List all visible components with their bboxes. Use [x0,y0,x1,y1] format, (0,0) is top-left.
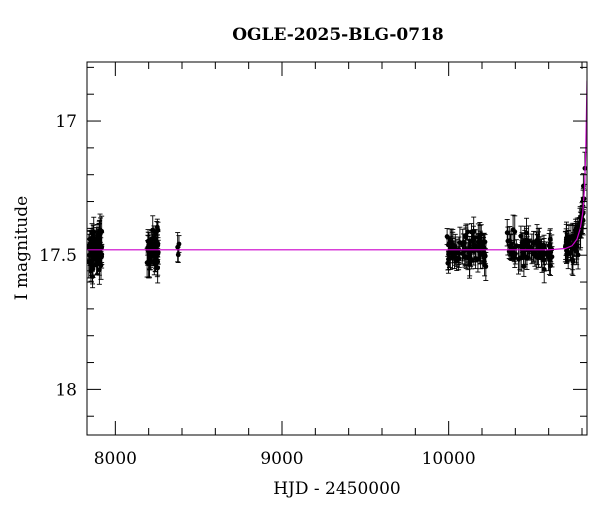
data-point [507,234,513,257]
x-tick-label: 8000 [94,449,137,469]
model-curve [87,80,587,251]
data-point [151,225,157,251]
data-point [541,234,547,256]
data-point [446,236,452,252]
y-tick-label: 17 [55,112,77,132]
data-point [518,225,524,247]
data-point [463,225,469,249]
data-point [154,241,160,267]
x-tick-label: 10000 [422,449,476,469]
y-tick-label: 18 [55,380,77,400]
data-point [473,229,479,263]
plot-frame [86,61,588,436]
data-point [541,255,547,284]
x-tick-label: 9000 [260,449,303,469]
chart-title: OGLE-2025-BLG-0718 [232,25,444,45]
data-point [537,227,543,259]
data-point [449,237,455,270]
data-point [505,226,511,256]
y-tick-label: 17.5 [39,246,77,266]
data-point [477,230,483,262]
data-point [98,250,104,280]
data-point [145,240,151,256]
y-axis-label: I magnitude [12,196,32,300]
x-axis-label: HJD - 2450000 [273,479,401,499]
data-point [97,213,103,247]
data-point [532,239,538,267]
data-point [574,217,580,238]
